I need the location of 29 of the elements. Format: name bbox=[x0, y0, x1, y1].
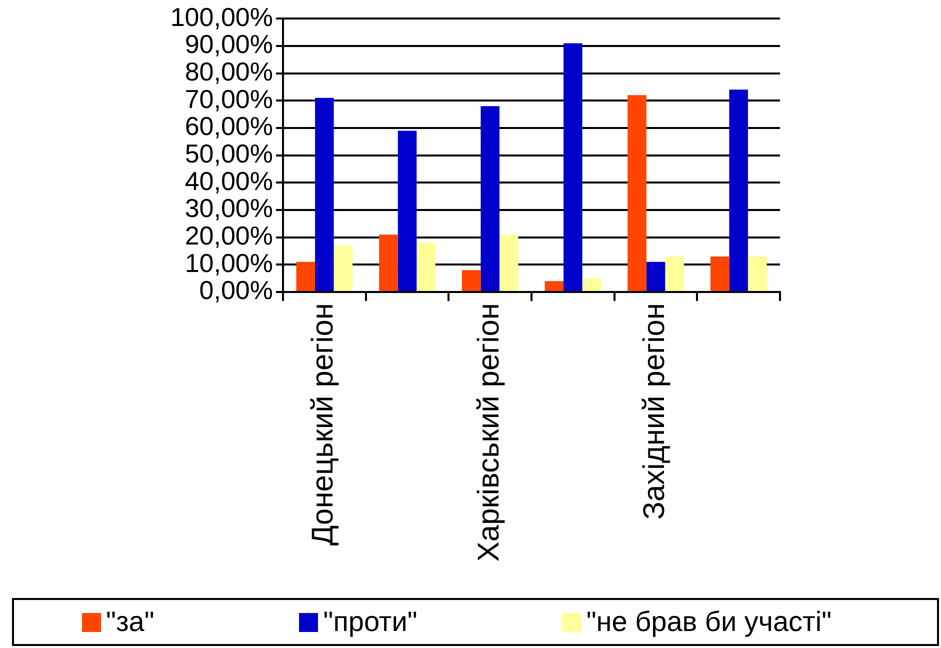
y-tick-label: 10,00% bbox=[184, 248, 273, 278]
bar bbox=[646, 262, 666, 291]
bar bbox=[334, 246, 353, 291]
y-tick-label: 100,00% bbox=[170, 2, 273, 32]
y-tick-label: 0,00% bbox=[199, 275, 273, 306]
x-tick-label: Західний регіон bbox=[638, 303, 672, 520]
bar bbox=[480, 106, 500, 291]
bar bbox=[582, 278, 602, 291]
bar bbox=[665, 256, 684, 291]
bar bbox=[544, 281, 564, 291]
bar bbox=[462, 270, 481, 291]
bar bbox=[710, 256, 730, 291]
bar bbox=[729, 90, 748, 291]
bar bbox=[499, 234, 518, 291]
y-tick-label: 70,00% bbox=[184, 84, 273, 114]
bar bbox=[416, 242, 436, 291]
bar bbox=[398, 130, 417, 291]
bar bbox=[564, 43, 582, 291]
bar bbox=[628, 95, 646, 291]
legend-label: "проти" bbox=[323, 606, 418, 638]
bar bbox=[296, 262, 316, 291]
bar bbox=[748, 256, 767, 291]
bar bbox=[379, 234, 398, 291]
x-tick-label: Донецький регіон bbox=[306, 303, 340, 546]
x-tick-label: Харківський регіон bbox=[472, 303, 506, 562]
bar bbox=[315, 98, 334, 291]
legend-label: "за" bbox=[106, 606, 154, 638]
legend-label: "не брав би участі" bbox=[586, 606, 832, 638]
y-tick-label: 40,00% bbox=[184, 166, 273, 196]
